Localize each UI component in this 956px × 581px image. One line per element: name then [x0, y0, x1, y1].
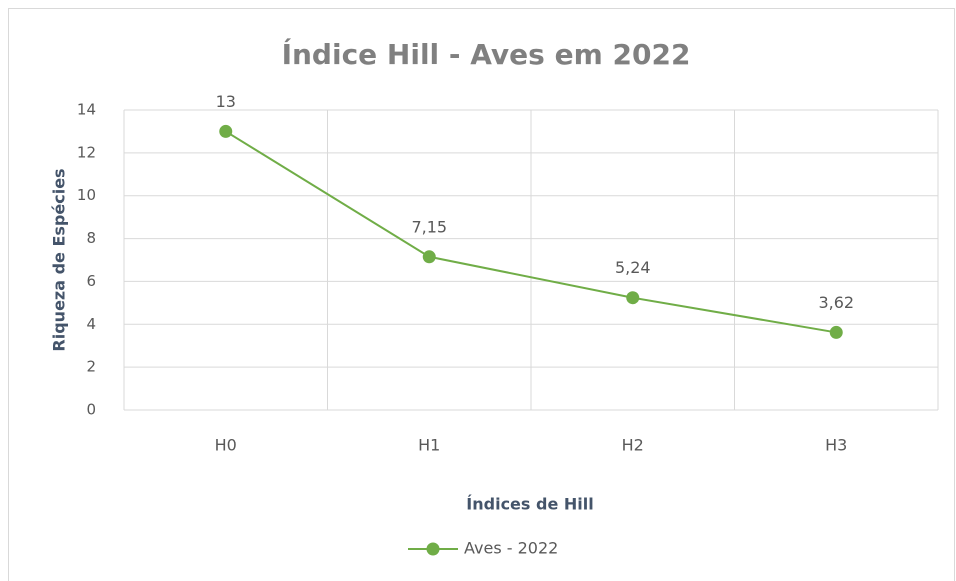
- x-tick-label: H1: [418, 436, 440, 455]
- x-tick-label: H2: [622, 436, 644, 455]
- chart-border: [8, 8, 955, 581]
- legend-marker: [426, 542, 440, 556]
- x-axis-title: Índices de Hill: [466, 495, 593, 514]
- data-label: 13: [216, 92, 236, 111]
- legend-label: Aves - 2022: [464, 539, 558, 558]
- data-label: 3,62: [818, 293, 854, 312]
- chart-title: Índice Hill - Aves em 2022: [282, 37, 691, 71]
- y-tick-label: 4: [86, 315, 96, 333]
- data-point: [829, 325, 843, 339]
- x-tick-label: H0: [215, 436, 237, 455]
- series-line: [225, 130, 837, 334]
- y-tick-label: 14: [77, 101, 96, 119]
- y-tick-label: 8: [86, 229, 96, 247]
- data-point: [626, 291, 640, 305]
- y-axis-title: Riqueza de Espécies: [50, 168, 69, 351]
- y-tick-label: 10: [77, 186, 96, 204]
- x-tick-label: H3: [825, 436, 847, 455]
- data-label: 5,24: [615, 258, 651, 277]
- data-label: 7,15: [411, 217, 447, 236]
- y-tick-label: 2: [86, 358, 96, 376]
- y-tick-label: 6: [86, 272, 96, 290]
- y-tick-label: 0: [86, 401, 96, 419]
- data-point: [422, 250, 436, 264]
- data-point: [219, 124, 233, 138]
- y-tick-label: 12: [77, 143, 96, 161]
